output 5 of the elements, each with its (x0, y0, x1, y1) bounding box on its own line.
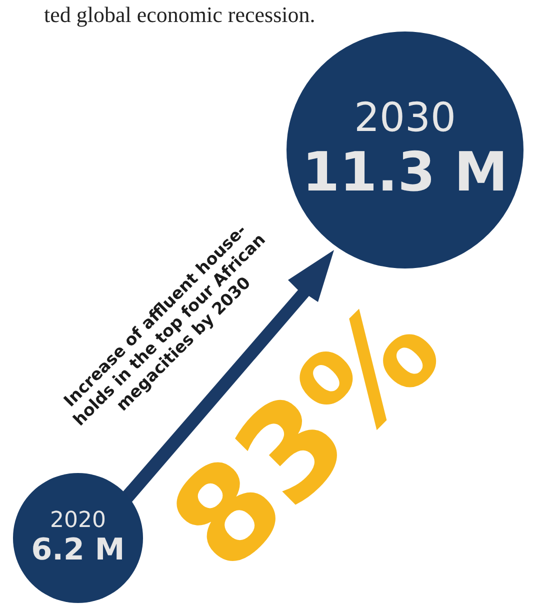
data-label: 11.3 M (302, 140, 508, 204)
category-label: 2030 (354, 95, 456, 141)
text: ted global economic recession. (44, 2, 316, 28)
category-label: 2020 (50, 508, 106, 533)
data-label: 6.2 M (31, 532, 125, 568)
